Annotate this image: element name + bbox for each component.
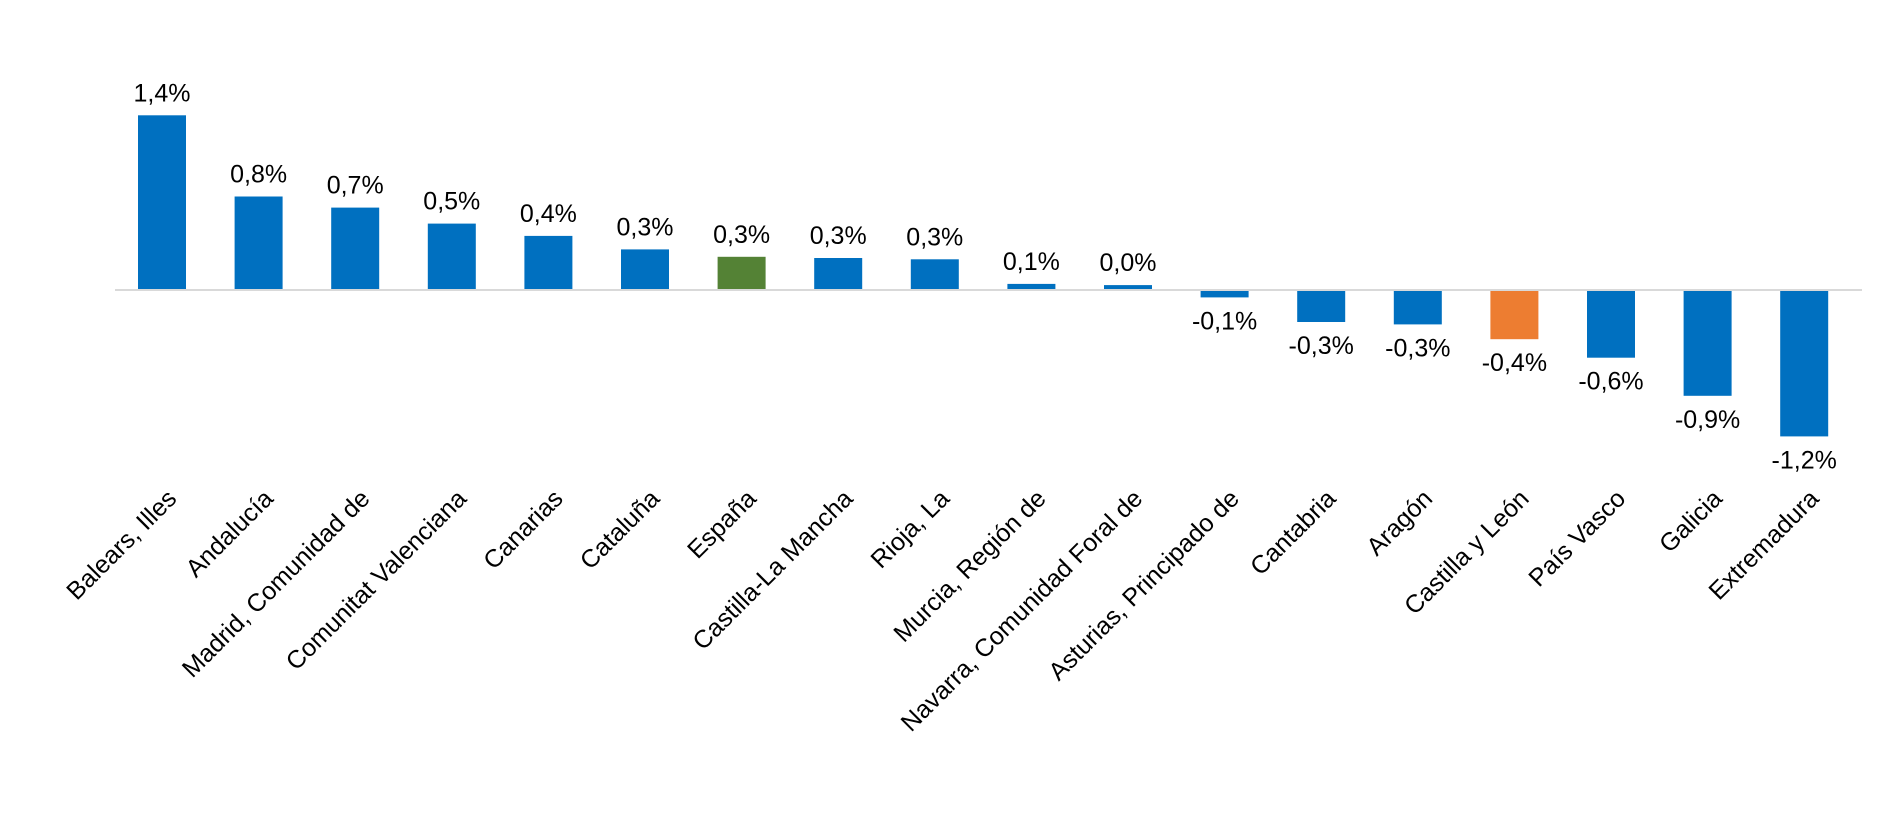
bar-17 [1780,290,1829,437]
value-label-5: 0,3% [617,213,674,241]
category-label-2: Madrid, Comunidad de [177,484,376,683]
category-label-15: País Vasco [1523,484,1631,592]
category-label-11: Asturias, Principado de [1043,484,1245,686]
category-label-6: España [682,484,762,564]
value-label-10: 0,0% [1100,249,1157,277]
bar-10 [1104,285,1152,290]
bar-7 [814,258,863,290]
value-label-2: 0,7% [327,172,384,200]
category-label-7: Castilla-La Mancha [687,484,858,655]
bar-6 [717,256,766,290]
value-label-12: -0,3% [1289,332,1354,360]
value-label-16: -0,9% [1675,406,1740,434]
value-label-17: -1,2% [1772,446,1837,474]
bar-4 [524,235,573,290]
bar-1 [234,196,283,290]
category-label-1: Andalucía [180,484,278,582]
category-label-12: Cantabria [1245,484,1342,581]
bar-3 [427,223,476,290]
bar-15 [1587,290,1635,358]
value-label-7: 0,3% [810,222,867,250]
category-label-16: Galicia [1654,484,1728,558]
value-label-9: 0,1% [1003,248,1060,276]
value-label-15: -0,6% [1578,368,1643,396]
category-label-3: Comunitat Valenciana [281,484,473,676]
value-label-13: -0,3% [1385,334,1450,362]
bar-5 [621,249,669,290]
value-label-4: 0,4% [520,200,577,228]
value-label-3: 0,5% [423,188,480,216]
bar-9 [1007,283,1056,291]
bar-0 [138,115,186,290]
value-label-11: -0,1% [1192,307,1257,335]
value-label-1: 0,8% [230,161,287,189]
bars-layer [138,115,1829,437]
category-label-4: Canarias [478,484,569,575]
bar-14 [1490,290,1539,340]
category-label-0: Balears, Illes [61,484,182,605]
value-label-0: 1,4% [134,79,191,107]
category-label-8: Rioja, La [865,484,955,574]
value-label-6: 0,3% [713,221,770,249]
bar-8 [910,259,959,291]
bar-16 [1683,290,1732,396]
category-label-5: Cataluña [575,484,666,575]
bar-13 [1393,290,1442,325]
value-label-8: 0,3% [906,223,963,251]
value-labels-layer: 1,4% 0,8% 0,7% 0,5% 0,4% 0,3% 0,3% 0,3% 0,3% 0,1%… [134,79,1837,474]
bar-11 [1200,290,1249,298]
bar-2 [331,207,380,290]
value-label-14: -0,4% [1482,349,1547,377]
bar-12 [1297,290,1346,322]
category-label-13: Aragón [1361,484,1438,561]
